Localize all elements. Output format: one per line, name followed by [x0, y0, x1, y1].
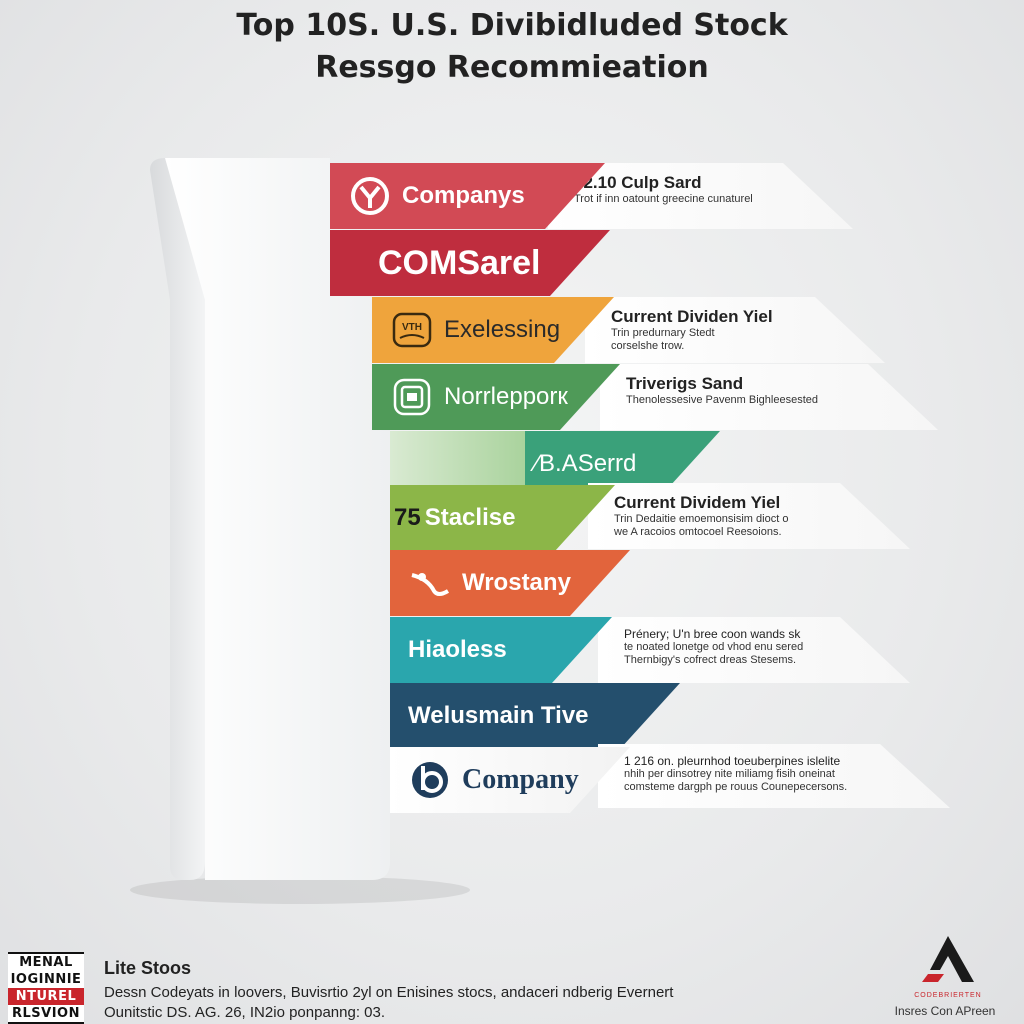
stock-name: Hiaoless — [408, 636, 507, 663]
stock-name: Exelessing — [444, 316, 561, 343]
a-triangle-logo-icon — [922, 936, 974, 982]
stock-name: Staclise — [424, 504, 516, 531]
vth-badge-icon: VTH — [390, 308, 434, 352]
card-title: Current Dividem Yiel — [614, 493, 781, 512]
card-title: Current Dividen Yiel — [611, 307, 773, 326]
card-line: corselshe trow. — [611, 340, 685, 352]
stock-name: Companys — [402, 182, 525, 209]
stock-band-9: Welusmain Tive — [390, 683, 680, 749]
card-line: Trin predurnary Stedt — [611, 327, 715, 339]
stock-detail-card-10: 1 216 on. pleurnhod toeuberpines islelit… — [598, 744, 950, 808]
badge-line-1: MENAL — [8, 952, 84, 971]
square-emblem-icon — [390, 375, 434, 419]
card-title: Prénery; U'n bree coon wands sk — [624, 627, 801, 641]
badge-line-2: IOGINNIE — [8, 971, 84, 988]
svg-text:VTH: VTH — [402, 322, 422, 333]
stock-name: Wrostany — [462, 569, 571, 596]
logo-tagline: Insres Con APreen — [894, 1004, 996, 1018]
card-line: nhih per dinsotrey nite miliamg fisih on… — [624, 768, 835, 780]
card-line: Trot if inn oatount greecine cunaturel — [574, 193, 753, 205]
card-line: Thernbigy's cofrect dreas Stesems. — [624, 654, 797, 666]
footer-line-1: Dessn Codeyats in loovers, Buvisrtio 2yl… — [104, 984, 674, 1001]
page-title-line-1: Top 10S. U.S. Divibidluded Stock — [236, 8, 788, 43]
stock-name: Norrlepporк — [444, 383, 568, 410]
card-title: 1 216 on. pleurnhod toeuberpines islelit… — [624, 754, 841, 768]
swoosh-logo-icon — [408, 561, 452, 605]
card-line: comsteme dargph pe rouus Counepecersons. — [624, 781, 848, 793]
badge-line-3: NTUREL — [8, 988, 84, 1005]
card-line: we A racoios omtocoel Reesoions. — [614, 526, 782, 538]
stock-name: Welusmain Tive — [408, 702, 589, 729]
stock-name: ∕B.ASerrd — [535, 450, 637, 477]
logo-caption: CODEBRIERTEN — [914, 992, 982, 999]
b-circle-logo-icon — [408, 758, 452, 802]
stock-detail-card-8: Prénery; U'n bree coon wands sk te noated… — [598, 617, 910, 683]
stock-name: Company — [462, 764, 579, 795]
card-title: 72.10 Culp Sard — [574, 173, 702, 192]
circle-y-logo-icon — [348, 174, 392, 218]
card-line: te noated lonetge od vhod enu sered — [624, 641, 804, 653]
page-title-line-2: Ressgo Recommieation — [315, 50, 709, 85]
footer-heading: Lite Stoos — [104, 958, 192, 978]
stock-prefix: 75 — [394, 504, 421, 531]
card-title: Triverigs Sand — [626, 374, 744, 393]
stock-name: COMSarel — [378, 243, 541, 282]
footer-line-2: Ounitstic DS. AG. 26, IN2io ponpanng: 03… — [104, 1004, 386, 1021]
card-line: Thenolessesive Pavenm Bighleesested — [626, 394, 819, 406]
stock-detail-card-3: Current Dividen Yiel Trin predurnary Sted… — [585, 297, 885, 363]
publisher-badge: MENAL IOGINNIE NTUREL RLSVION — [8, 952, 84, 1024]
card-line: Trin Dedaitie emoemonsisim dioct o — [614, 513, 789, 525]
badge-line-4: RLSVION — [8, 1005, 84, 1024]
